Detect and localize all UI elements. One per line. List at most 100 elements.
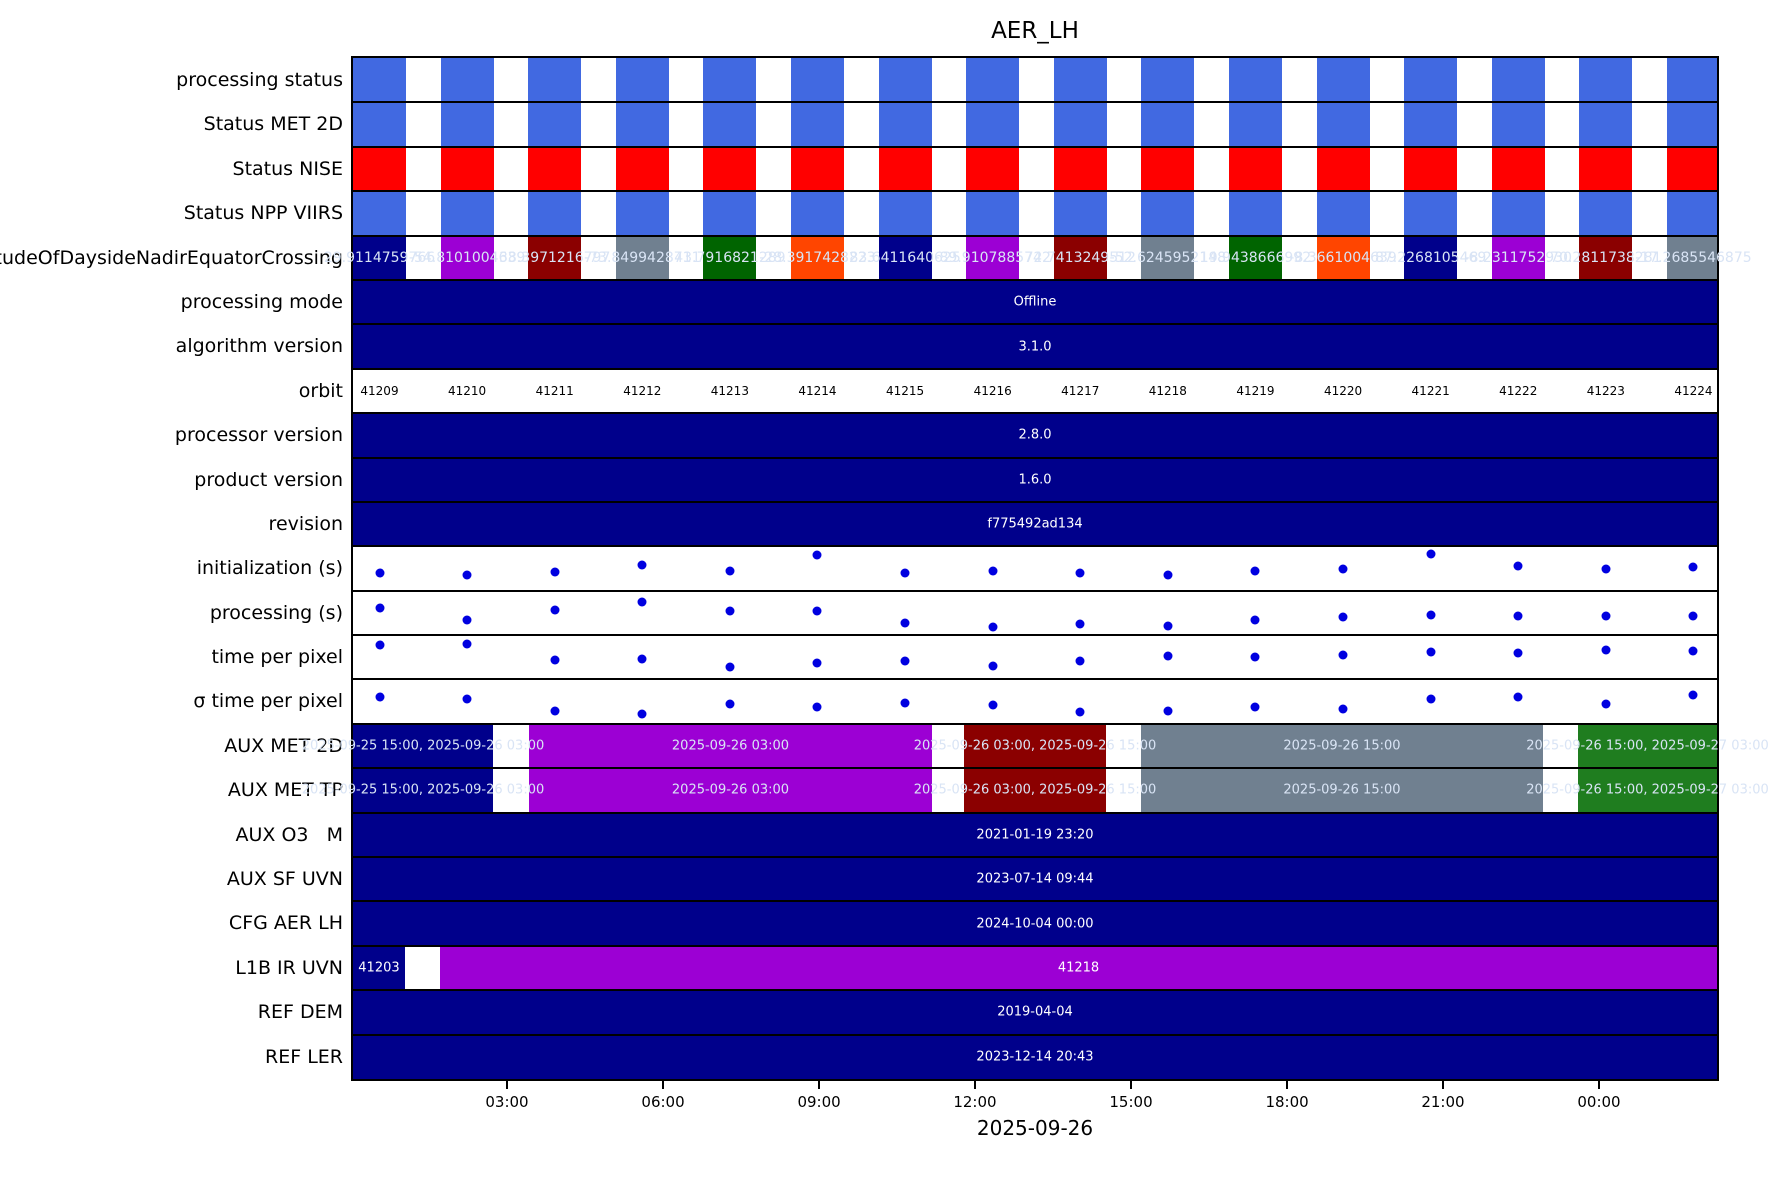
- data-point: [1688, 690, 1698, 700]
- data-point: [1426, 694, 1436, 704]
- data-point: [1163, 651, 1173, 661]
- data-point: [1250, 615, 1260, 625]
- row-label-10: revision: [268, 512, 343, 535]
- segment-text: 41203: [358, 960, 400, 976]
- data-point: [1601, 611, 1611, 621]
- status-block: [1053, 191, 1107, 236]
- orbit-number: 41209: [360, 383, 399, 398]
- data-point: [1250, 566, 1260, 576]
- data-point: [725, 662, 735, 672]
- data-point: [375, 692, 384, 701]
- data-point: [725, 566, 735, 576]
- row-label-21: REF DEM: [257, 1001, 343, 1024]
- status-block: [1228, 58, 1282, 103]
- status-block: [1491, 146, 1545, 192]
- data-point: [900, 656, 910, 666]
- timeline-segment: [353, 945, 405, 991]
- orbit-number: 41221: [1411, 383, 1450, 398]
- x-tick-label: 09:00: [797, 1093, 841, 1111]
- status-block: [1053, 102, 1107, 147]
- status-block: [1141, 191, 1195, 236]
- segment-text: 2025-09-26 15:00, 2025-09-27 03:00: [1526, 782, 1769, 798]
- row-separator: [353, 944, 1717, 947]
- row-separator: [353, 456, 1717, 459]
- row-label-12: processing (s): [209, 601, 343, 624]
- status-block: [1579, 102, 1633, 147]
- status-block: [703, 191, 757, 236]
- segment-text: 2025-09-26 15:00, 2025-09-27 03:00: [1526, 738, 1769, 754]
- row-label-8: processor version: [174, 424, 343, 447]
- value-bar-text: f775492ad134: [987, 516, 1083, 532]
- longitude-value: 87.2268105469: [1374, 249, 1487, 266]
- status-block: [703, 102, 757, 147]
- status-block: [790, 146, 844, 192]
- status-block: [1316, 146, 1370, 192]
- value-bar-text: 1.6.0: [1018, 472, 1052, 488]
- status-block: [353, 146, 406, 192]
- row-label-17: AUX O3 M: [235, 823, 343, 846]
- value-bar-text: 2021-01-19 23:20: [976, 827, 1094, 843]
- data-point: [1513, 692, 1523, 701]
- status-block: [966, 102, 1020, 147]
- data-point: [1075, 707, 1085, 717]
- data-point: [1688, 562, 1698, 572]
- status-block: [1579, 58, 1633, 103]
- data-point: [1075, 656, 1085, 666]
- data-point: [462, 615, 472, 625]
- longitude-block: [1053, 235, 1107, 280]
- longitude-block: [1316, 235, 1370, 280]
- longitude-value: -8.3661004639: [1289, 249, 1397, 266]
- longitude-value: 72.7413249512: [1024, 249, 1136, 266]
- longitude-block: [1404, 235, 1458, 280]
- row-separator: [353, 634, 1717, 637]
- value-bar-text: 2019-04-04: [997, 1004, 1073, 1020]
- status-block: [615, 58, 669, 103]
- value-bar: [353, 501, 1717, 547]
- data-point: [462, 694, 472, 704]
- status-block: [966, 191, 1020, 236]
- plot-area: 29.9114759766 -54.8101004639 38.3971216797…: [302, 56, 1769, 1081]
- row-label-16: AUX MET TP: [227, 779, 343, 802]
- longitude-value: -8.2311752930: [1464, 249, 1572, 266]
- orbit-number: 41216: [973, 383, 1012, 398]
- data-point: [550, 655, 560, 665]
- row-label-9: product version: [194, 468, 343, 491]
- orbit-number: 41219: [1236, 383, 1275, 398]
- value-bar: [353, 324, 1717, 369]
- data-point: [1513, 611, 1523, 621]
- data-point: [900, 698, 910, 708]
- data-point: [725, 606, 735, 616]
- data-point: [812, 702, 822, 712]
- row-separator: [353, 412, 1717, 415]
- value-bar: [353, 812, 1717, 858]
- status-block: [878, 146, 932, 192]
- longitude-block: [966, 235, 1020, 280]
- status-block: [1228, 191, 1282, 236]
- data-point: [1075, 568, 1085, 578]
- status-block: [1579, 191, 1633, 236]
- timeline-segment: [528, 723, 932, 769]
- value-bar-text: 2023-07-14 09:44: [976, 871, 1094, 887]
- data-point: [725, 699, 735, 709]
- longitude-value: 29.9114759766: [323, 249, 436, 266]
- status-block: [1228, 146, 1282, 192]
- status-block: [1666, 146, 1717, 192]
- text-and-points-layer: 29.9114759766 -54.8101004639 38.3971216797…: [302, 58, 1769, 1079]
- x-tick-label: 12:00: [953, 1093, 997, 1111]
- orbit-number: 41220: [1323, 383, 1363, 398]
- status-block: [703, 58, 757, 103]
- x-tick-label: 06:00: [641, 1093, 685, 1111]
- value-bar-text: 2024-10-04 00:00: [976, 916, 1094, 932]
- data-point: [1163, 570, 1173, 580]
- data-point: [375, 640, 384, 650]
- longitude-value: 83.6411640625: [849, 249, 961, 266]
- x-tick-mark: [1441, 1081, 1444, 1089]
- timeline-segment: [1578, 768, 1717, 813]
- data-point: [900, 568, 910, 578]
- row-separator: [353, 722, 1717, 725]
- status-block: [1491, 102, 1545, 147]
- status-block: [1053, 58, 1107, 103]
- status-block: [1316, 102, 1370, 147]
- row-label-4: LongitudeOfDaysideNadirEquatorCrossing: [0, 246, 343, 269]
- status-block: [440, 146, 494, 192]
